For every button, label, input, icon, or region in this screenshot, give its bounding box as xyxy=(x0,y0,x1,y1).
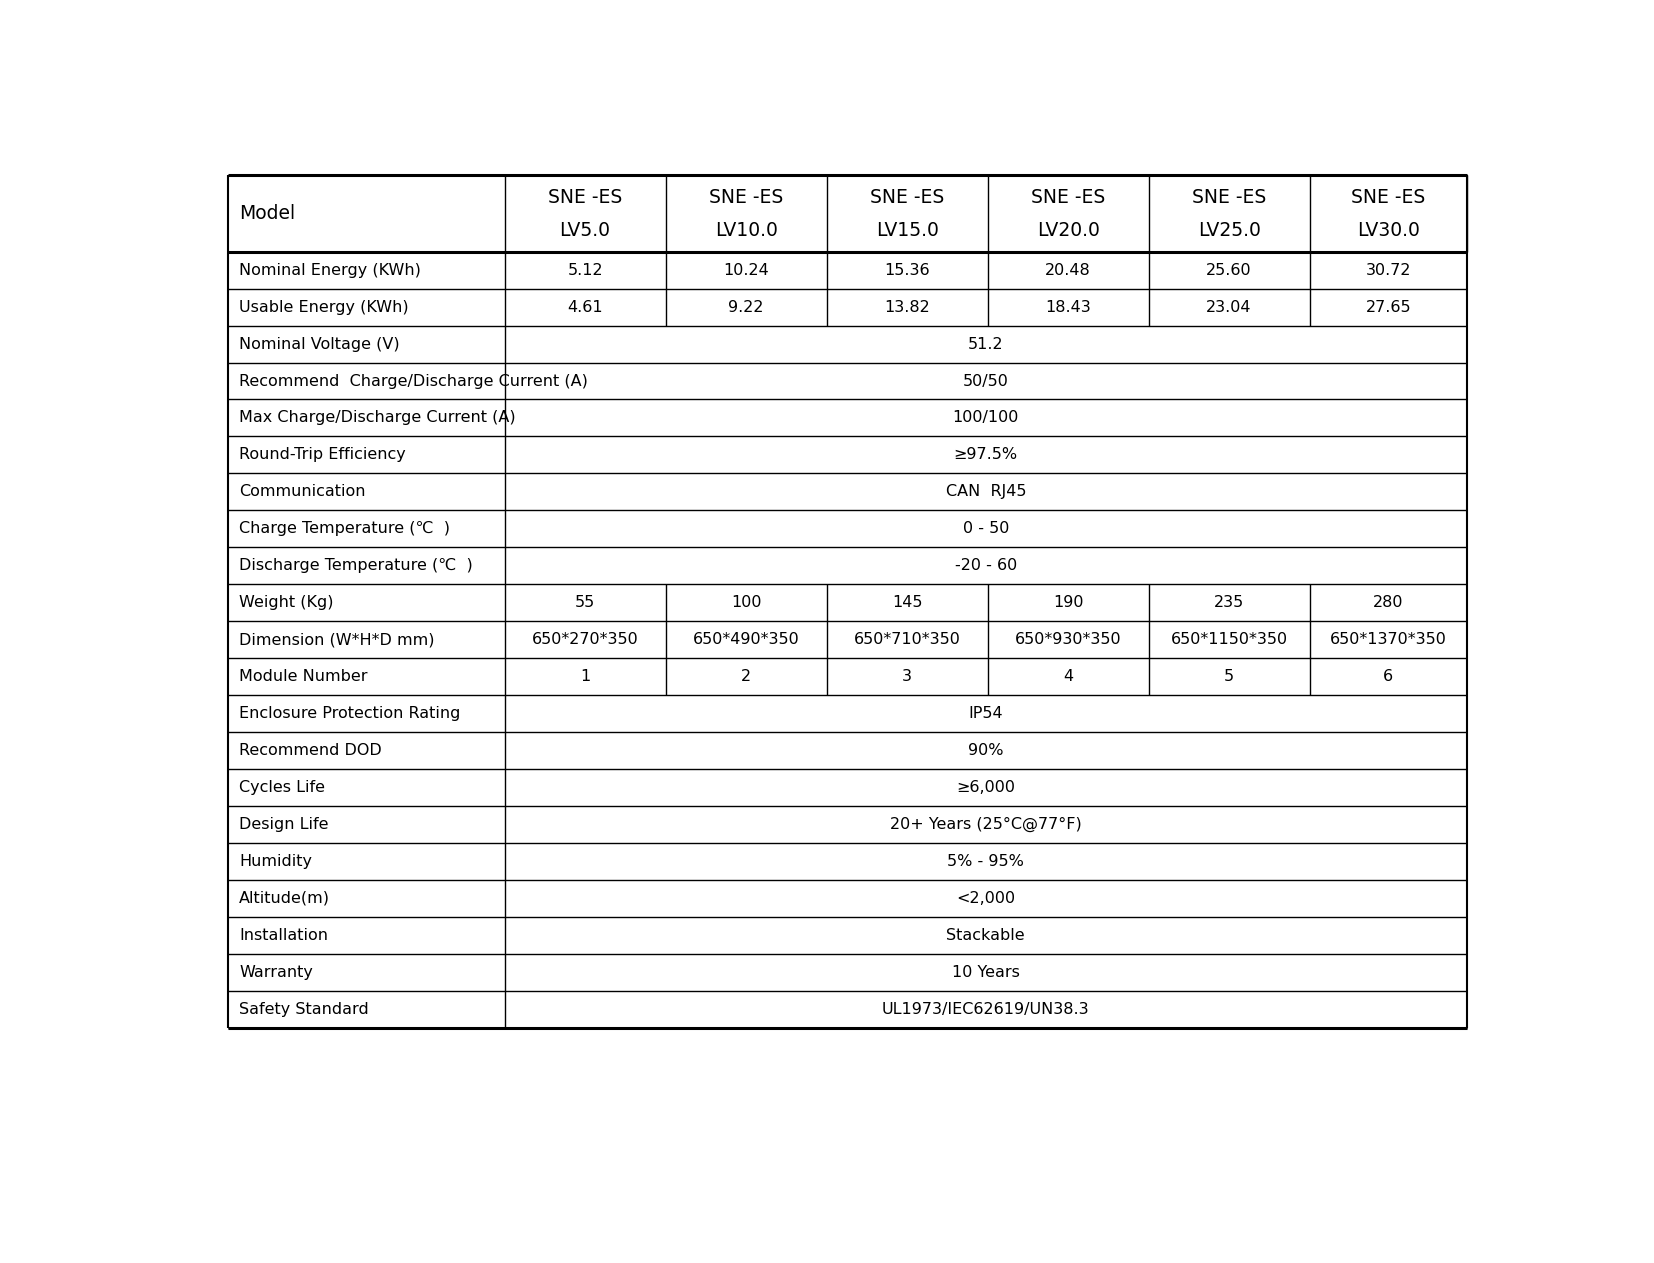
Text: SNE -ES: SNE -ES xyxy=(1193,188,1267,207)
Text: 1: 1 xyxy=(581,669,590,685)
Text: 55: 55 xyxy=(576,595,595,610)
Text: 235: 235 xyxy=(1214,595,1244,610)
Text: Communication: Communication xyxy=(240,485,366,499)
Text: Module Number: Module Number xyxy=(240,669,367,685)
Text: Charge Temperature (℃  ): Charge Temperature (℃ ) xyxy=(240,522,450,537)
Text: Model: Model xyxy=(240,203,296,222)
Text: ≥97.5%: ≥97.5% xyxy=(954,447,1017,462)
Text: Recommend  Charge/Discharge Current (A): Recommend Charge/Discharge Current (A) xyxy=(240,374,589,389)
Text: SNE -ES: SNE -ES xyxy=(710,188,784,207)
Text: Nominal Voltage (V): Nominal Voltage (V) xyxy=(240,336,400,351)
Text: SNE -ES: SNE -ES xyxy=(870,188,944,207)
Text: Usable Energy (KWh): Usable Energy (KWh) xyxy=(240,299,409,314)
Text: 13.82: 13.82 xyxy=(885,299,930,314)
Text: LV25.0: LV25.0 xyxy=(1197,221,1260,240)
Text: Warranty: Warranty xyxy=(240,965,313,980)
Text: -20 - 60: -20 - 60 xyxy=(954,558,1017,573)
Text: Enclosure Protection Rating: Enclosure Protection Rating xyxy=(240,706,461,721)
Text: 5% - 95%: 5% - 95% xyxy=(948,854,1024,869)
Text: Discharge Temperature (℃  ): Discharge Temperature (℃ ) xyxy=(240,558,473,573)
Text: 27.65: 27.65 xyxy=(1366,299,1411,314)
Text: 10 Years: 10 Years xyxy=(951,965,1021,980)
Text: Cycles Life: Cycles Life xyxy=(240,781,326,796)
Text: Nominal Energy (KWh): Nominal Energy (KWh) xyxy=(240,263,422,278)
Text: 3: 3 xyxy=(901,669,911,685)
Text: 10.24: 10.24 xyxy=(723,263,769,278)
Text: 0 - 50: 0 - 50 xyxy=(963,522,1009,537)
Text: 6: 6 xyxy=(1383,669,1393,685)
Text: 190: 190 xyxy=(1054,595,1083,610)
Text: 5.12: 5.12 xyxy=(567,263,604,278)
Text: 4.61: 4.61 xyxy=(567,299,604,314)
Text: 30.72: 30.72 xyxy=(1366,263,1411,278)
Text: 2: 2 xyxy=(741,669,751,685)
Text: SNE -ES: SNE -ES xyxy=(547,188,622,207)
Text: 650*270*350: 650*270*350 xyxy=(531,633,638,647)
Text: Design Life: Design Life xyxy=(240,817,329,832)
Text: Max Charge/Discharge Current (A): Max Charge/Discharge Current (A) xyxy=(240,410,516,426)
Text: 650*490*350: 650*490*350 xyxy=(693,633,799,647)
Text: 25.60: 25.60 xyxy=(1206,263,1252,278)
Text: Weight (Kg): Weight (Kg) xyxy=(240,595,334,610)
Text: <2,000: <2,000 xyxy=(956,890,1016,906)
Text: LV20.0: LV20.0 xyxy=(1037,221,1100,240)
Text: 50/50: 50/50 xyxy=(963,374,1009,389)
Text: 145: 145 xyxy=(892,595,923,610)
Text: 23.04: 23.04 xyxy=(1206,299,1252,314)
Text: IP54: IP54 xyxy=(969,706,1002,721)
Text: 20+ Years (25°C@77°F): 20+ Years (25°C@77°F) xyxy=(890,817,1082,832)
Text: 15.36: 15.36 xyxy=(885,263,930,278)
Text: 51.2: 51.2 xyxy=(968,336,1004,351)
Text: 100/100: 100/100 xyxy=(953,410,1019,426)
Text: 280: 280 xyxy=(1373,595,1404,610)
Text: Recommend DOD: Recommend DOD xyxy=(240,743,382,758)
Text: 20.48: 20.48 xyxy=(1045,263,1092,278)
Text: LV5.0: LV5.0 xyxy=(559,221,610,240)
Text: ≥6,000: ≥6,000 xyxy=(956,781,1016,796)
Text: Stackable: Stackable xyxy=(946,928,1025,943)
Text: Dimension (W*H*D mm): Dimension (W*H*D mm) xyxy=(240,633,435,647)
Text: Humidity: Humidity xyxy=(240,854,313,869)
Text: 650*930*350: 650*930*350 xyxy=(1016,633,1121,647)
Text: SNE -ES: SNE -ES xyxy=(1030,188,1105,207)
Text: 18.43: 18.43 xyxy=(1045,299,1092,314)
Text: Altitude(m): Altitude(m) xyxy=(240,890,331,906)
Text: 650*710*350: 650*710*350 xyxy=(853,633,961,647)
Text: 90%: 90% xyxy=(968,743,1004,758)
Text: LV15.0: LV15.0 xyxy=(875,221,938,240)
Text: CAN  RJ45: CAN RJ45 xyxy=(946,485,1025,499)
Text: LV30.0: LV30.0 xyxy=(1356,221,1419,240)
Text: SNE -ES: SNE -ES xyxy=(1351,188,1426,207)
Text: LV10.0: LV10.0 xyxy=(715,221,777,240)
Text: Round-Trip Efficiency: Round-Trip Efficiency xyxy=(240,447,405,462)
Text: 650*1150*350: 650*1150*350 xyxy=(1171,633,1288,647)
Text: 100: 100 xyxy=(731,595,761,610)
Text: UL1973/IEC62619/UN38.3: UL1973/IEC62619/UN38.3 xyxy=(882,1002,1090,1017)
Text: 5: 5 xyxy=(1224,669,1234,685)
Text: Safety Standard: Safety Standard xyxy=(240,1002,369,1017)
Text: 9.22: 9.22 xyxy=(728,299,764,314)
Text: 650*1370*350: 650*1370*350 xyxy=(1330,633,1447,647)
Text: 4: 4 xyxy=(1064,669,1073,685)
Text: Installation: Installation xyxy=(240,928,327,943)
